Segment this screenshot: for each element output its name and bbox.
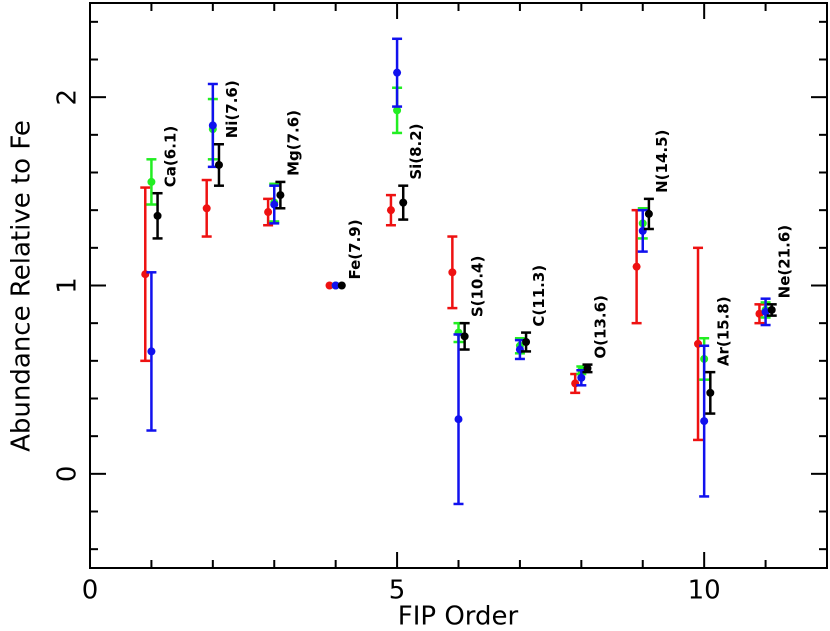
element-label: Mg(7.6) [284,110,302,176]
element-label: N(14.5) [653,130,671,193]
point [761,307,770,316]
point [270,200,279,209]
point [331,281,340,290]
y-tick-label: 0 [53,466,83,483]
point [393,106,402,115]
y-tick-label: 2 [53,89,83,106]
point [202,204,211,213]
point [577,373,586,382]
point [386,206,395,215]
point [454,415,463,424]
x-tick-label: 0 [82,576,99,606]
point [214,160,223,169]
element-label: Ne(21.6) [776,225,794,298]
x-tick-label: 10 [688,576,721,606]
point [583,364,592,373]
point [644,209,653,218]
point [393,68,402,77]
y-tick-label: 1 [53,277,83,294]
point [208,121,217,130]
point [153,211,162,220]
point [399,198,408,207]
x-tick-label: 5 [389,576,406,606]
element-label: Ar(15.8) [714,296,732,366]
point [755,309,764,318]
element-label: Ni(7.6) [223,80,241,138]
element-label: S(10.4) [469,256,487,318]
element-label: C(11.3) [530,265,548,327]
point [325,281,334,290]
point [460,332,469,341]
point [700,417,709,426]
point [147,177,156,186]
point [632,262,641,271]
point [448,268,457,277]
element-label: O(13.6) [591,295,609,358]
point [264,208,273,217]
point [337,281,346,290]
point [522,338,531,346]
element-label: Si(8.2) [407,123,425,179]
point [706,388,715,397]
x-axis-label: FIP Order [398,602,519,631]
y-axis-label: Abundance Relative to Fe [7,120,37,452]
element-label: Fe(7.9) [346,219,364,279]
element-label: Ca(6.1) [162,126,180,187]
point [276,191,285,200]
point [767,305,776,314]
point [147,347,156,356]
